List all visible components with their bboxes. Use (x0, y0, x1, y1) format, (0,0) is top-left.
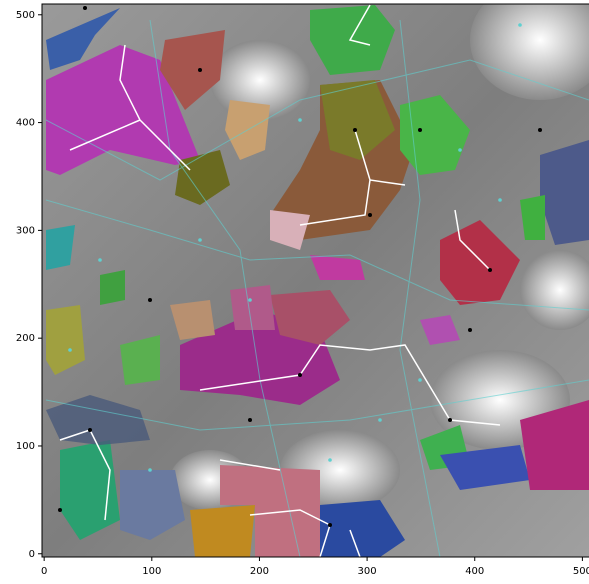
x-tick-label: 100 (142, 566, 161, 577)
image-area (42, 4, 589, 557)
x-tick-label: 200 (250, 566, 269, 577)
x-tick-label: 0 (41, 566, 47, 577)
y-tick-label: 100 (16, 441, 35, 452)
axes-frame (41, 3, 589, 558)
y-tick-label: 500 (16, 10, 35, 21)
x-tick-label: 300 (358, 566, 377, 577)
x-tick-label: 500 (573, 566, 589, 577)
y-tick-label: 0 (29, 549, 35, 560)
y-tick-label: 300 (16, 225, 35, 236)
y-tick-label: 400 (16, 118, 35, 129)
x-tick-label: 400 (465, 566, 484, 577)
y-tick-label: 200 (16, 333, 35, 344)
